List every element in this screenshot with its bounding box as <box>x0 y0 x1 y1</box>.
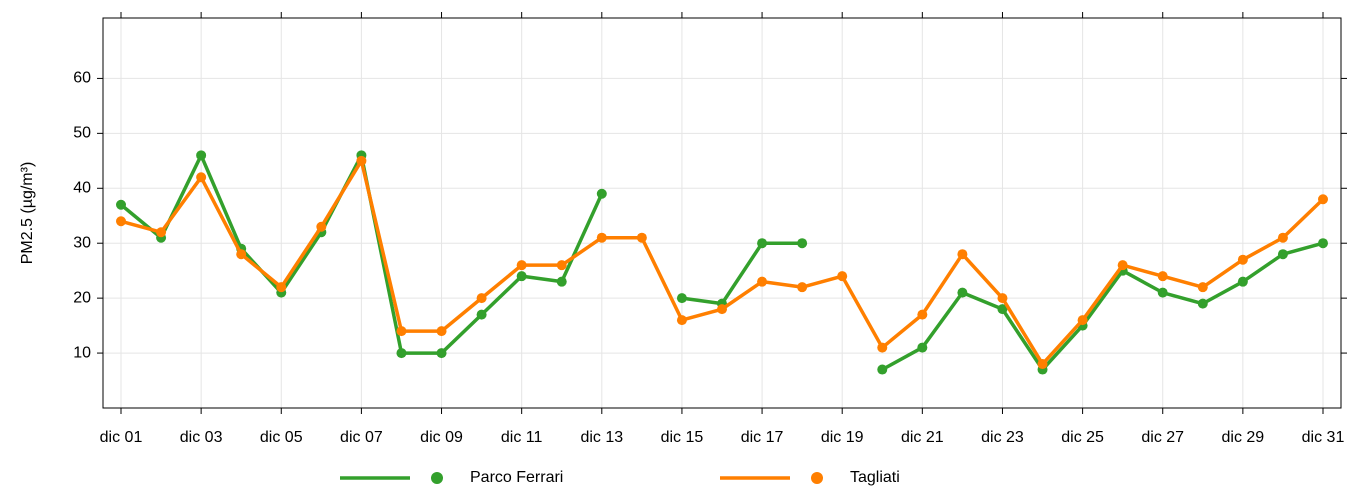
data-point <box>1077 315 1088 326</box>
data-point <box>877 342 888 353</box>
data-point <box>116 216 126 227</box>
data-point <box>1157 287 1168 298</box>
x-tick-label: dic 13 <box>580 429 623 446</box>
data-point <box>837 271 848 282</box>
data-point <box>917 342 928 353</box>
data-point <box>1117 260 1128 271</box>
x-tick-label: dic 03 <box>180 429 223 446</box>
plot-frame <box>102 17 1342 409</box>
y-tick-label: 30 <box>73 234 91 251</box>
data-point <box>396 326 407 337</box>
data-point <box>596 188 607 199</box>
data-point <box>997 293 1008 304</box>
data-point <box>476 293 487 304</box>
data-point <box>636 232 647 243</box>
data-point <box>957 249 968 260</box>
data-point <box>957 287 968 298</box>
data-point <box>917 309 928 320</box>
data-point <box>1318 194 1328 205</box>
data-point <box>556 260 567 271</box>
data-point <box>1237 254 1248 265</box>
legend-label: Tagliati <box>850 469 900 486</box>
series-line <box>119 153 1324 372</box>
x-tick-label: dic 27 <box>1141 429 1184 446</box>
data-point <box>556 276 567 287</box>
data-point <box>717 304 727 315</box>
data-point <box>757 238 768 249</box>
x-tick-label: dic 07 <box>340 429 383 446</box>
data-point <box>596 232 607 243</box>
data-point <box>196 150 207 161</box>
x-tick-label: dic 17 <box>741 429 784 446</box>
x-tick-label: dic 29 <box>1222 429 1265 446</box>
data-point <box>1197 298 1208 309</box>
data-point <box>997 304 1008 315</box>
data-point <box>116 199 126 210</box>
data-point <box>196 172 207 183</box>
y-tick-label: 40 <box>73 180 91 197</box>
data-point <box>797 238 808 249</box>
x-tick-label: dic 21 <box>901 429 944 446</box>
data-point <box>1157 271 1168 282</box>
x-tick-label: dic 25 <box>1061 429 1104 446</box>
y-axis-title: PM2.5 (µg/m³) <box>19 162 36 265</box>
data-point <box>516 271 527 282</box>
data-point <box>1277 232 1288 243</box>
data-point <box>1237 276 1248 287</box>
x-tick-label: dic 31 <box>1302 429 1345 446</box>
y-tick-label: 20 <box>73 289 91 306</box>
data-point <box>316 221 327 232</box>
data-point <box>676 293 687 304</box>
legend-label: Parco Ferrari <box>470 469 563 486</box>
data-point <box>476 309 487 320</box>
legend-marker <box>431 472 443 484</box>
data-point <box>1037 359 1048 370</box>
data-point <box>396 348 407 359</box>
x-tick-label: dic 19 <box>821 429 864 446</box>
legend-marker <box>811 472 823 484</box>
data-point <box>797 282 808 293</box>
x-tick-label: dic 05 <box>260 429 303 446</box>
data-point <box>1318 238 1328 249</box>
data-point <box>436 348 447 359</box>
data-point <box>236 249 247 260</box>
data-point <box>676 315 687 326</box>
data-point <box>1277 249 1288 260</box>
y-tick-label: 50 <box>73 125 91 142</box>
y-tick-label: 10 <box>73 344 91 361</box>
x-tick-label: dic 01 <box>100 429 143 446</box>
y-tick-label: 60 <box>73 70 91 87</box>
data-point <box>516 260 527 271</box>
x-tick-label: dic 09 <box>420 429 463 446</box>
data-point <box>356 155 367 166</box>
x-tick-label: dic 23 <box>981 429 1024 446</box>
data-point <box>877 364 888 375</box>
data-point <box>276 282 287 293</box>
x-tick-label: dic 11 <box>501 429 543 446</box>
x-tick-label: dic 15 <box>661 429 704 446</box>
data-point <box>1197 282 1208 293</box>
data-point <box>757 276 768 287</box>
data-point <box>156 227 167 238</box>
data-point <box>436 326 447 337</box>
